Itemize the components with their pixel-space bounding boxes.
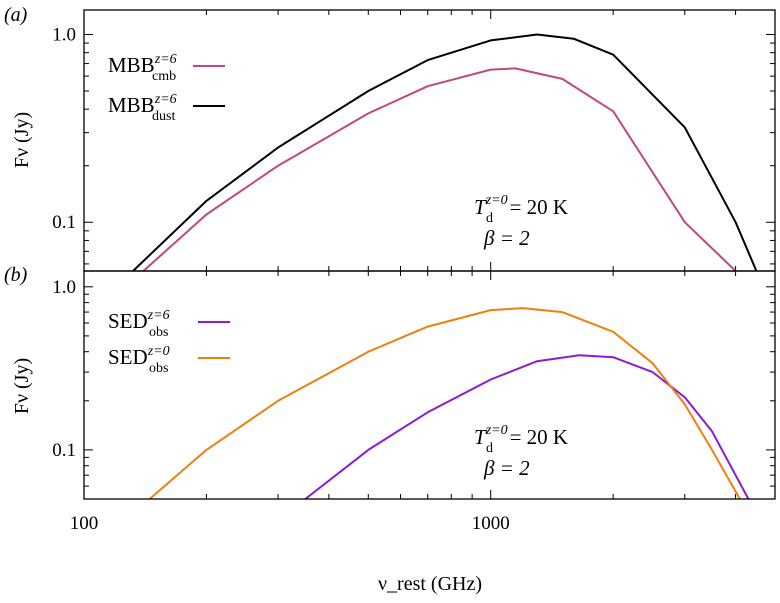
x-tick-labels: 100 1000 [70, 513, 510, 534]
series-line-a-1 [132, 33, 758, 271]
legend-entry-sed-z6: SEDz=6 obs [108, 308, 230, 340]
legend-sed-z0-sup: z=0 [147, 344, 170, 359]
panel-b-annotation: Tz=0= 20 K d β = 2 [474, 423, 568, 480]
x-tick-label: 100 [70, 513, 99, 534]
panel-a-label: (a) [4, 4, 28, 26]
y-tick-label: 1.0 [52, 24, 76, 45]
svg-text:Tz=0= 20 K: Tz=0= 20 K [474, 193, 568, 219]
y-tick-label: 0.1 [52, 212, 76, 233]
panel-a-ticks: 0.1 1.0 [52, 10, 776, 271]
series-line-b-1 [148, 307, 741, 499]
series-line-a-0 [142, 67, 737, 271]
svg-text:SEDz=6: SEDz=6 [108, 308, 170, 333]
legend-mbb-cmb-base: MBB [108, 53, 155, 77]
y-tick-label: 1.0 [52, 277, 76, 298]
panel-a: (a) Fν (Jy) 0.11.0 MBBz=6 cmb MBBz=6 dus… [4, 4, 776, 272]
legend-sed-z6-sup: z=6 [147, 308, 170, 323]
legend-mbb-dust-sup: z=6 [154, 92, 177, 107]
panel-b-legend: SEDz=6 obs SEDz=0 obs [108, 308, 230, 376]
panel-a-beta: β = 2 [483, 226, 530, 250]
legend-entry-mbb-dust: MBBz=6 dust [108, 92, 225, 124]
panel-b-series [148, 307, 750, 499]
panel-b-frame [83, 270, 776, 500]
panel-b-temp-symbol: T [474, 425, 487, 449]
panel-a-temp-value: = 20 K [510, 195, 569, 219]
svg-text:SEDz=0: SEDz=0 [108, 344, 170, 369]
panel-b-beta: β = 2 [483, 456, 530, 480]
panel-b: (b) Fν (Jy) 0.11.0 SEDz=6 obs SEDz=0 obs… [4, 264, 776, 500]
panel-b-ticks: 0.1 1.0 [52, 271, 776, 500]
legend-mbb-cmb-sub: cmb [152, 69, 176, 84]
panel-a-y-axis-label: Fν (Jy) [11, 112, 33, 168]
legend-sed-z0-sub: obs [149, 361, 168, 376]
legend-mbb-dust-base: MBB [108, 93, 155, 117]
y-tick-label: 0.1 [52, 440, 76, 461]
series-line-b-0 [304, 354, 750, 499]
legend-mbb-dust-sub: dust [152, 109, 175, 124]
panel-a-annotation: Tz=0= 20 K d β = 2 [474, 193, 568, 250]
panel-a-series [132, 33, 758, 271]
panel-a-legend: MBBz=6 cmb MBBz=6 dust [108, 52, 225, 124]
legend-mbb-cmb-sup: z=6 [154, 52, 177, 67]
svg-text:MBBz=6: MBBz=6 [108, 92, 177, 117]
panel-a-temp-symbol: T [474, 195, 487, 219]
panel-b-label: (b) [4, 264, 28, 286]
panel-b-temp-sub: d [486, 441, 493, 456]
panel-a-temp-sub: d [486, 211, 493, 226]
panel-a-temp-sup: z=0 [485, 193, 508, 208]
panel-b-temp-sup: z=0 [485, 423, 508, 438]
svg-text:Tz=0= 20 K: Tz=0= 20 K [474, 423, 568, 449]
x-tick-label: 1000 [472, 513, 510, 534]
panel-b-y-axis-label: Fν (Jy) [11, 358, 33, 414]
legend-sed-z0-base: SED [108, 345, 148, 369]
x-axis-label: ν_rest (GHz) [378, 573, 482, 595]
legend-sed-z6-sub: obs [149, 325, 168, 340]
legend-entry-mbb-cmb: MBBz=6 cmb [108, 52, 225, 84]
legend-sed-z6-base: SED [108, 309, 148, 333]
svg-text:MBBz=6: MBBz=6 [108, 52, 177, 77]
panel-b-temp-value: = 20 K [510, 425, 569, 449]
legend-entry-sed-z0: SEDz=0 obs [108, 344, 230, 376]
